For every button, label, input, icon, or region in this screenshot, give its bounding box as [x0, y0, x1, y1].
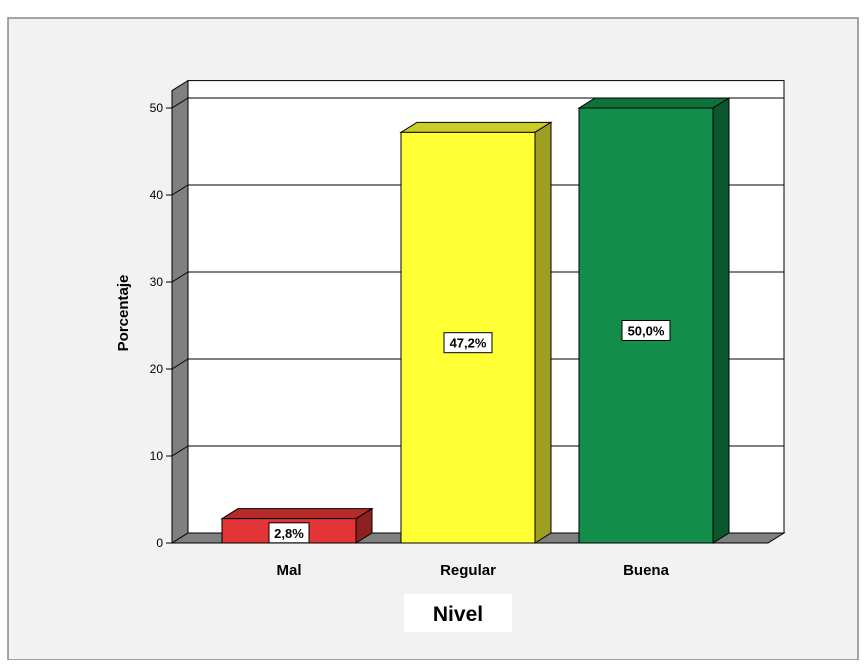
bar-top — [220, 508, 374, 520]
y-axis: 0 10 20 30 40 50 — [150, 90, 173, 550]
gridline-side — [171, 445, 189, 457]
data-label-box — [443, 332, 493, 354]
data-label: 47,2% — [450, 336, 487, 351]
bar-top — [399, 121, 553, 133]
data-label-box — [621, 320, 671, 341]
y-tick-label: 0 — [156, 536, 163, 550]
bar-buena: 50,0% — [577, 97, 731, 544]
bars: 2,8% 47,2% 50,0% — [220, 97, 731, 544]
gridline-side — [171, 97, 189, 109]
y-axis-title-group: Porcentaje — [115, 275, 132, 352]
gridline-side — [171, 358, 189, 370]
y-tick-label: 30 — [150, 275, 164, 289]
data-label-box — [268, 522, 310, 544]
x-tick-label: Mal — [276, 562, 301, 579]
y-tick-label: 50 — [150, 101, 164, 115]
bar-mal: 2,8% — [220, 507, 374, 544]
y-tick-label: 20 — [150, 362, 164, 376]
x-tick-label: Regular — [440, 562, 496, 579]
y-tick-label: 40 — [150, 188, 164, 202]
gridline-side — [171, 271, 189, 283]
bar-side — [712, 97, 730, 544]
left-wall — [171, 79, 189, 544]
x-axis-title-background — [404, 594, 512, 632]
bar-side — [534, 121, 552, 544]
x-tick-label: Buena — [623, 562, 670, 579]
x-axis-title: Nivel — [433, 603, 483, 626]
x-axis: Mal Regular Buena — [276, 562, 669, 579]
bar-regular: 47,2% — [399, 121, 553, 544]
y-axis-title: Porcentaje — [115, 275, 132, 352]
data-label: 50,0% — [628, 324, 665, 339]
data-label: 2,8% — [274, 526, 304, 541]
bar-top — [577, 97, 731, 109]
gridline-side — [171, 184, 189, 196]
y-tick-label: 10 — [150, 449, 164, 463]
